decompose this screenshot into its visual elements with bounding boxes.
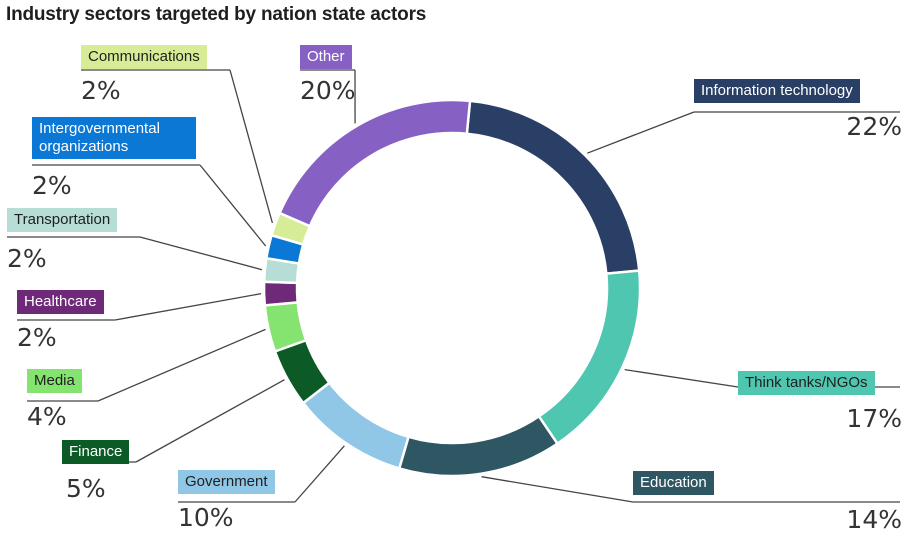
leader-line bbox=[587, 111, 695, 154]
leader-line bbox=[135, 379, 285, 463]
leader-line bbox=[481, 476, 634, 503]
value-label: 2% bbox=[32, 171, 72, 200]
slice-government bbox=[301, 381, 411, 470]
category-label: Government bbox=[178, 470, 275, 494]
leader-line bbox=[114, 293, 262, 321]
value-label: 14% bbox=[846, 505, 902, 534]
leader-line bbox=[139, 236, 263, 271]
category-label: Think tanks/NGOs bbox=[738, 371, 875, 395]
category-label: Intergovernmental organizations bbox=[32, 117, 196, 159]
value-label: 2% bbox=[81, 76, 121, 105]
leader-line bbox=[229, 69, 274, 224]
value-label: 2% bbox=[7, 244, 47, 273]
category-label: Communications bbox=[81, 45, 207, 69]
slice-information-technology bbox=[465, 99, 641, 276]
value-label: 5% bbox=[66, 474, 106, 503]
value-label: 22% bbox=[846, 112, 902, 141]
category-label: Information technology bbox=[694, 79, 860, 103]
value-label: 17% bbox=[846, 404, 902, 433]
leader-line bbox=[199, 164, 267, 247]
value-label: 2% bbox=[17, 323, 57, 352]
leader-line bbox=[624, 368, 739, 388]
category-label: Education bbox=[633, 471, 714, 495]
category-label: Healthcare bbox=[17, 290, 104, 314]
value-label: 4% bbox=[27, 402, 67, 431]
category-label: Media bbox=[27, 369, 82, 393]
leader-line bbox=[97, 328, 266, 402]
category-label: Other bbox=[300, 45, 352, 69]
category-label: Finance bbox=[62, 440, 130, 464]
leader-line bbox=[294, 445, 345, 503]
value-label: 10% bbox=[178, 503, 234, 532]
slice-other bbox=[277, 98, 472, 228]
slice-education bbox=[397, 414, 560, 478]
slice-healthcare bbox=[262, 280, 300, 307]
chart-title: Industry sectors targeted by nation stat… bbox=[6, 4, 427, 25]
category-label: Transportation bbox=[7, 208, 118, 232]
slice-think-tanks-ngos bbox=[537, 269, 642, 446]
value-label: 20% bbox=[300, 76, 356, 105]
